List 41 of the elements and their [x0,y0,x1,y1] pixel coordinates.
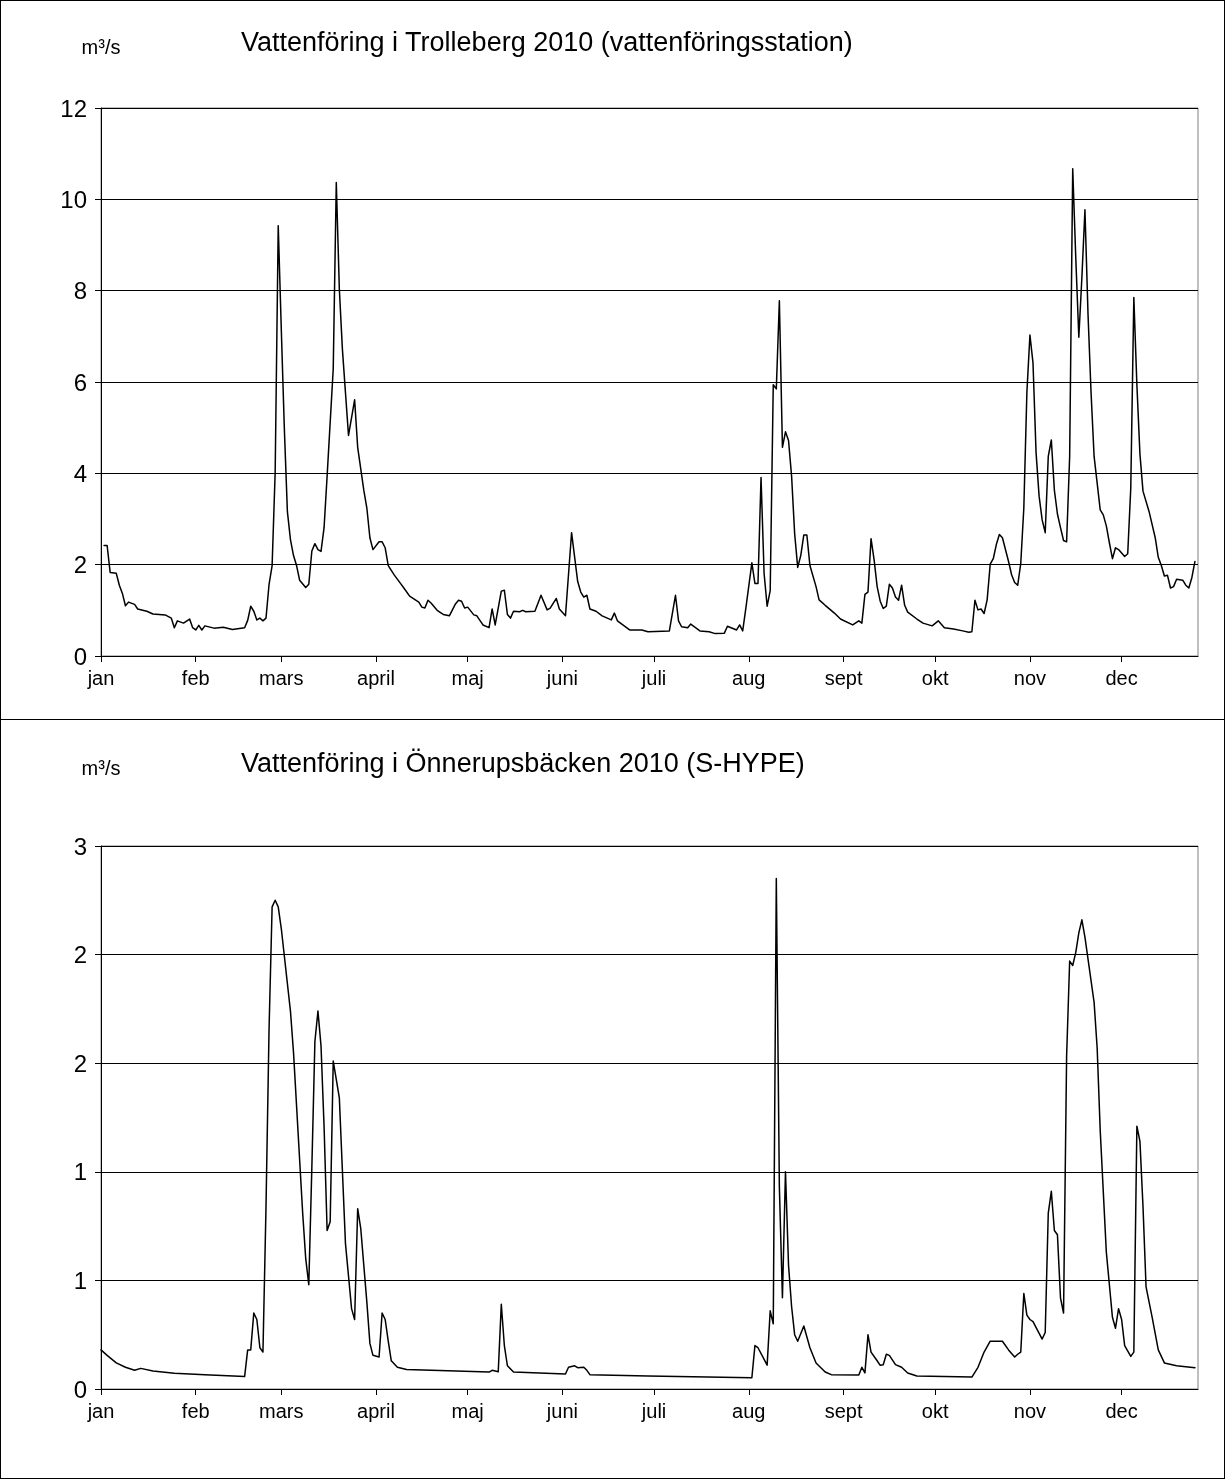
y-tick-label: 6 [73,368,87,396]
y-tick-label: 2 [73,551,87,579]
chart-title: Vattenföring i Önnerupsbäcken 2010 (S-HYPE) [241,747,805,778]
x-tick-label: maj [451,1400,484,1422]
x-tick-label: okt [921,1400,949,1422]
y-tick-label: 2 [73,941,87,969]
x-tick-label: mars [259,667,304,689]
y-axis-title: m³/s [81,757,121,779]
x-tick-label: jan [86,1400,115,1422]
x-tick-label: aug [732,667,766,689]
y-tick-label: 10 [60,185,87,213]
x-tick-label: feb [181,1400,210,1422]
x-tick-label: april [357,667,395,689]
y-axis-title: m³/s [81,36,121,58]
x-tick-label: juli [640,667,667,689]
y-tick-label: 2 [73,1049,87,1077]
x-tick-label: juli [640,1400,667,1422]
x-tick-label: maj [451,667,484,689]
y-tick-label: 12 [60,94,87,122]
y-tick-label: 0 [73,642,87,670]
y-tick-label: 4 [73,459,87,487]
x-tick-label: juni [545,667,578,689]
x-tick-label: aug [732,1400,766,1422]
x-tick-label: nov [1013,1400,1047,1422]
x-tick-label: juni [545,1400,578,1422]
y-tick-label: 8 [73,277,87,305]
x-tick-label: sept [824,1400,863,1422]
x-tick-label: jan [86,667,115,689]
x-tick-label: okt [921,667,949,689]
x-tick-label: sept [824,667,863,689]
y-tick-label: 1 [73,1158,87,1186]
x-tick-label: dec [1105,667,1138,689]
x-tick-label: feb [181,667,210,689]
x-tick-label: april [357,1400,395,1422]
y-tick-label: 0 [73,1375,87,1403]
x-tick-label: mars [259,1400,304,1422]
y-tick-label: 3 [73,832,87,860]
x-tick-label: nov [1013,667,1047,689]
chart-title: Vattenföring i Trolleberg 2010 (vattenföringsstation) [241,26,853,57]
y-tick-label: 1 [73,1266,87,1294]
x-tick-label: dec [1105,1400,1138,1422]
